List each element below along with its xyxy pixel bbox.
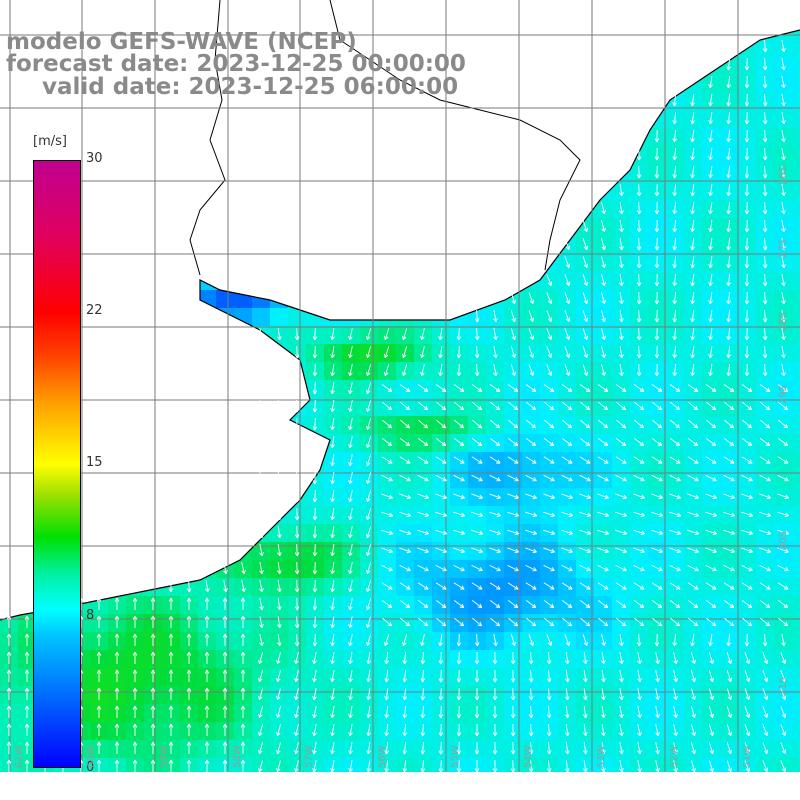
title-forecast-date: forecast date: 2023-12-25 00:00:00 [6,51,466,77]
lat-label: 28S [778,311,789,331]
colorbar-tick-0: 0 [86,760,95,775]
colorbar-tick-30: 30 [86,151,103,166]
lat-label: 26S [778,165,789,185]
land-mass [0,0,800,620]
lon-label: 51W [742,745,753,768]
lat-label: 31S [778,676,789,696]
lon-label: 53W [596,745,607,768]
lat-label: 29S [778,384,789,404]
coastline [0,29,800,621]
title-valid-date: valid date: 2023-12-25 06:00:00 [42,74,459,100]
colorbar-unit: [m/s] [33,134,67,149]
graticule [0,0,800,772]
lat-label: 27S [778,238,789,258]
lat-label: 30S [778,530,789,550]
wind-vectors [6,39,790,773]
title-model: modelo GEFS-WAVE (NCEP) [6,29,357,55]
lon-label: 61W [14,745,25,768]
lon-label: 56W [377,745,388,768]
lon-label: 52W [669,745,680,768]
lon-label: 54W [523,745,534,768]
lon-label: 59W [159,745,170,768]
lon-label: 57W [304,745,315,768]
colorbar-tick-8: 8 [86,608,95,623]
lon-label: 55W [450,745,461,768]
lon-label: 58W [232,745,243,768]
wind-speed-colorbar [33,160,81,768]
border-lines [189,0,581,276]
colorbar-tick-15: 15 [86,455,103,470]
bottom-margin [0,772,800,800]
lon-label: 60W [86,745,97,768]
colorbar-tick-22: 22 [86,303,103,318]
